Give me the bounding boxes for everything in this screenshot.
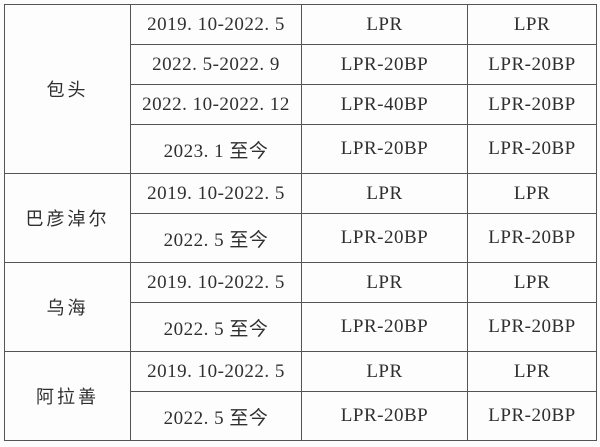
table-row: 2023. 1 至今 LPR-20BP LPR-20BP	[5, 124, 597, 175]
rate-cell: LPR	[301, 173, 468, 215]
table-row: 2022. 5 至今 LPR-20BP LPR-20BP	[5, 391, 597, 441]
rate-cell: LPR-20BP	[301, 44, 468, 86]
table-row: 阿拉善 2019. 10-2022. 5 LPR LPR	[4, 351, 597, 441]
period-cell: 2019. 10-2022. 5	[130, 3, 302, 46]
rate-cell: LPR-20BP	[467, 124, 597, 175]
period-cell: 2022. 10-2022. 12	[130, 84, 302, 126]
rate-cell: LPR	[467, 3, 597, 46]
rate-cell: LPR-20BP	[301, 213, 468, 264]
rate-cell: LPR-20BP	[467, 302, 597, 353]
rate-cell: LPR	[301, 3, 468, 46]
city-cell: 包头	[4, 3, 131, 175]
period-cell: 2019. 10-2022. 5	[130, 262, 302, 304]
city-cell: 阿拉善	[4, 351, 131, 441]
rate-cell: LPR	[301, 351, 468, 393]
table-row: 2022. 5 至今 LPR-20BP LPR-20BP	[5, 213, 597, 264]
rate-cell: LPR	[467, 262, 597, 304]
rate-cell: LPR	[301, 262, 468, 304]
city-cell: 巴彦淖尔	[4, 173, 131, 264]
rate-cell: LPR-20BP	[467, 391, 597, 441]
rate-cell: LPR	[467, 351, 597, 393]
table-row: 乌海 2019. 10-2022. 5 LPR LPR	[4, 262, 597, 353]
rate-cell: LPR-20BP	[301, 302, 468, 353]
period-cell: 2022. 5 至今	[130, 213, 302, 264]
period-cell: 2019. 10-2022. 5	[130, 351, 302, 393]
rate-cell: LPR-20BP	[301, 124, 468, 175]
lpr-rate-table: 包头 2019. 10-2022. 5 LPR LPR 2022. 5-2022…	[4, 3, 597, 441]
rate-cell: LPR-20BP	[467, 213, 597, 264]
period-cell: 2022. 5 至今	[130, 302, 302, 353]
table-row: 2022. 10-2022. 12 LPR-40BP LPR-20BP	[5, 84, 597, 126]
rate-cell: LPR-20BP	[467, 44, 597, 86]
period-cell: 2023. 1 至今	[130, 124, 302, 175]
period-cell: 2022. 5-2022. 9	[130, 44, 302, 86]
rate-cell: LPR	[467, 173, 597, 215]
table-row: 巴彦淖尔 2019. 10-2022. 5 LPR LPR	[4, 173, 597, 264]
rate-cell: LPR-40BP	[301, 84, 468, 126]
rate-cell: LPR-20BP	[301, 391, 468, 441]
period-cell: 2022. 5 至今	[130, 391, 302, 441]
city-cell: 乌海	[4, 262, 131, 353]
table-row: 2022. 5-2022. 9 LPR-20BP LPR-20BP	[5, 44, 597, 86]
rate-cell: LPR-20BP	[467, 84, 597, 126]
period-cell: 2019. 10-2022. 5	[130, 173, 302, 215]
table-row: 包头 2019. 10-2022. 5 LPR LPR	[4, 3, 597, 175]
table-row: 2022. 5 至今 LPR-20BP LPR-20BP	[5, 302, 597, 353]
